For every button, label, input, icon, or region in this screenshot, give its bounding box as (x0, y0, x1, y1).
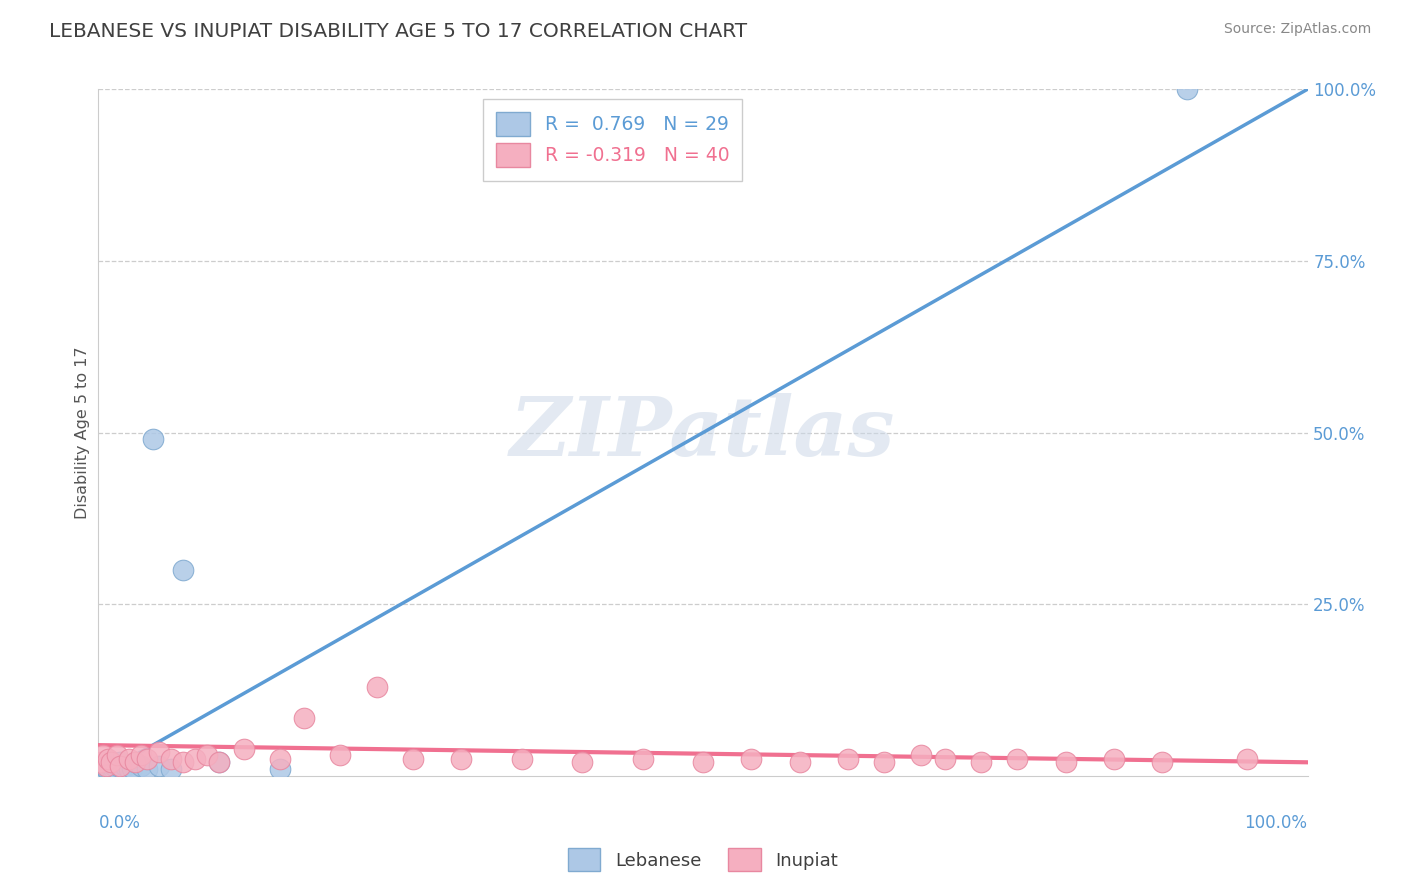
Point (135, 762, 157, 776)
Point (148, 745, 170, 759)
Point (118, 752, 141, 766)
Point (148, 758, 170, 772)
Point (208, 756, 231, 770)
Point (129, 758, 152, 772)
Point (107, 758, 129, 772)
Point (692, 756, 714, 770)
Point (292, 711, 315, 725)
Point (195, 748, 218, 763)
Point (98, 762, 121, 776)
Point (101, 761, 124, 775)
Point (1102, 752, 1125, 766)
Point (366, 680, 388, 694)
Point (91, 758, 114, 772)
Point (97, 758, 120, 772)
Point (631, 752, 654, 766)
Point (269, 762, 291, 776)
Point (105, 762, 128, 776)
Point (510, 752, 533, 766)
Point (208, 756, 231, 770)
Point (124, 756, 146, 770)
Point (114, 758, 136, 772)
Point (105, 748, 128, 763)
Point (1007, 752, 1029, 766)
Point (172, 756, 194, 770)
Text: 100.0%: 100.0% (1244, 814, 1308, 832)
Point (124, 756, 146, 770)
Point (100, 762, 122, 776)
Point (402, 752, 425, 766)
Point (121, 761, 143, 775)
Point (96, 762, 118, 776)
Point (970, 756, 993, 770)
Point (329, 748, 352, 763)
Point (94, 761, 117, 775)
Point (172, 563, 194, 577)
Point (91, 748, 114, 763)
Point (160, 762, 183, 776)
Point (160, 752, 183, 766)
Point (184, 752, 207, 766)
Point (1236, 752, 1258, 766)
Point (90, 756, 112, 770)
Point (873, 756, 896, 770)
Point (789, 756, 811, 770)
Point (103, 758, 125, 772)
Point (571, 756, 593, 770)
Legend: Lebanese, Inupiat: Lebanese, Inupiat (561, 841, 845, 879)
Point (93, 762, 115, 776)
Point (1152, 756, 1174, 770)
Text: Source: ZipAtlas.com: Source: ZipAtlas.com (1223, 22, 1371, 37)
Legend: R =  0.769   N = 29, R = -0.319   N = 40: R = 0.769 N = 29, R = -0.319 N = 40 (482, 99, 742, 180)
Point (129, 748, 152, 763)
Point (108, 758, 131, 772)
Text: ZIPatlas: ZIPatlas (510, 392, 896, 473)
Point (100, 756, 122, 770)
Point (100, 756, 122, 770)
Point (910, 748, 932, 763)
Point (108, 756, 131, 770)
Point (94, 758, 117, 772)
Text: LEBANESE VS INUPIAT DISABILITY AGE 5 TO 17 CORRELATION CHART: LEBANESE VS INUPIAT DISABILITY AGE 5 TO … (49, 22, 748, 41)
Point (1175, 82, 1198, 96)
Point (740, 752, 762, 766)
Point (269, 752, 291, 766)
Point (90, 762, 112, 776)
Point (1054, 756, 1077, 770)
Point (118, 762, 141, 776)
Point (450, 752, 472, 766)
Point (934, 752, 956, 766)
Point (142, 433, 165, 447)
Point (837, 752, 859, 766)
Y-axis label: Disability Age 5 to 17: Disability Age 5 to 17 (75, 346, 90, 519)
Point (97, 752, 120, 766)
Text: 0.0%: 0.0% (98, 814, 141, 832)
Point (91, 762, 114, 776)
Point (232, 741, 254, 756)
Point (135, 752, 157, 766)
Point (111, 762, 134, 776)
